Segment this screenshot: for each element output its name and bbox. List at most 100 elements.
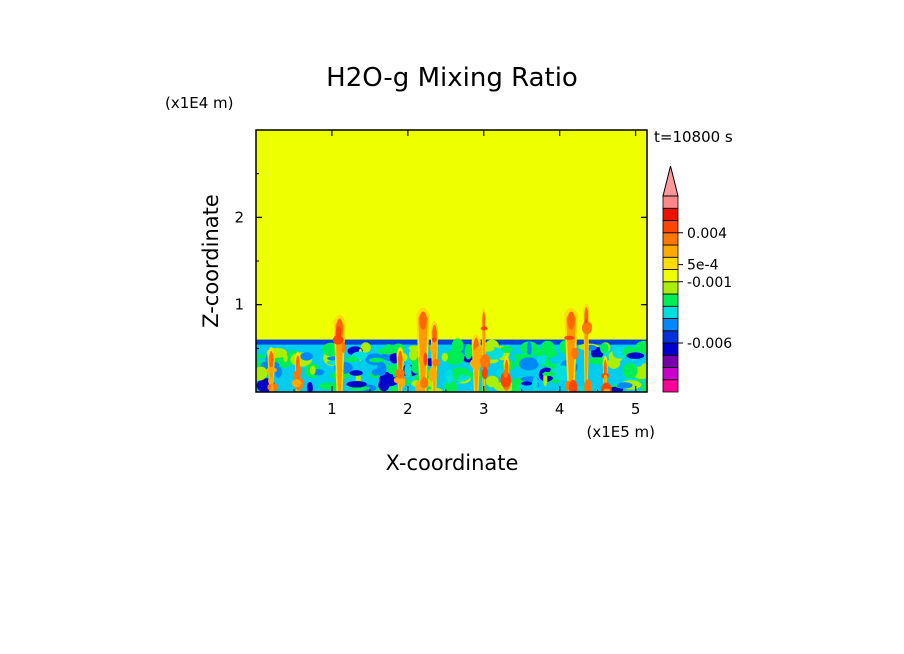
plume-detail bbox=[571, 347, 579, 360]
plume-detail bbox=[429, 342, 438, 354]
plumes bbox=[266, 303, 612, 392]
plume-detail bbox=[431, 337, 437, 342]
plume bbox=[479, 307, 491, 392]
turbulence-cell bbox=[345, 356, 359, 363]
x-tick-label: 5 bbox=[631, 400, 641, 418]
boundary-layer bbox=[256, 338, 647, 392]
turbulence-cell bbox=[519, 357, 539, 371]
colorbar-cell bbox=[662, 281, 679, 295]
plume-detail bbox=[470, 359, 477, 368]
plume-detail bbox=[503, 368, 508, 379]
plume bbox=[470, 333, 485, 392]
turbulence-cell bbox=[540, 340, 555, 355]
plume-detail bbox=[480, 326, 488, 331]
y-axis-label: Z-coordinate bbox=[199, 194, 223, 328]
turbulence-cell bbox=[441, 352, 448, 362]
plume-detail bbox=[432, 359, 440, 367]
colorbar-label: 0.004 bbox=[687, 226, 727, 242]
plume bbox=[564, 307, 579, 392]
x-tick-label: 1 bbox=[327, 400, 337, 418]
turbulence-cell bbox=[256, 354, 267, 359]
x-tick-label: 4 bbox=[555, 400, 565, 418]
colorbar-cell bbox=[662, 367, 679, 381]
turbulence-cell bbox=[349, 370, 363, 376]
turbulence-cell bbox=[626, 352, 645, 359]
colorbar-cell bbox=[662, 195, 679, 209]
turbulence-cell bbox=[306, 381, 313, 392]
plume-detail bbox=[341, 342, 346, 353]
plume bbox=[500, 355, 511, 392]
x-axis-label: X-coordinate bbox=[386, 451, 519, 475]
plume-detail bbox=[500, 371, 511, 388]
turbulence-cell bbox=[552, 365, 571, 381]
turbulence-cell bbox=[300, 352, 313, 361]
plume-detail bbox=[584, 322, 593, 330]
plume-detail bbox=[266, 367, 277, 374]
boundary-layer-top-edge bbox=[256, 339, 647, 345]
plume-detail bbox=[420, 377, 429, 389]
turbulence-cell bbox=[444, 368, 454, 384]
plot-area bbox=[256, 130, 647, 392]
turbulence-cell bbox=[588, 357, 607, 365]
turbulence-cell bbox=[526, 341, 532, 356]
plume-detail bbox=[584, 379, 592, 392]
plume-detail bbox=[481, 366, 488, 380]
turbulence-cell bbox=[387, 364, 398, 375]
y-axis: 12 bbox=[234, 173, 647, 349]
plume-core bbox=[419, 311, 427, 330]
turbulence-cell bbox=[381, 374, 393, 380]
plume-detail bbox=[423, 352, 428, 366]
plume-detail bbox=[568, 379, 578, 392]
colorbar-label: 5e-4 bbox=[687, 258, 719, 274]
plume-detail bbox=[268, 376, 275, 385]
plume-detail bbox=[473, 346, 485, 360]
turbulence-cell bbox=[542, 371, 557, 376]
colorbar-cell bbox=[662, 293, 679, 307]
turbulence-cell bbox=[640, 363, 647, 379]
y-tick-label: 1 bbox=[234, 296, 244, 314]
plume-core bbox=[482, 311, 486, 330]
turbulence-cell bbox=[368, 357, 385, 363]
plume-mid bbox=[566, 312, 576, 392]
plume bbox=[600, 355, 612, 392]
turbulence-cell bbox=[346, 380, 367, 388]
colorbar-cell bbox=[662, 379, 679, 393]
turbulence-cell bbox=[545, 358, 551, 365]
turbulence-cell bbox=[256, 366, 268, 380]
plume bbox=[428, 320, 440, 392]
chart-title: H2O-g Mixing Ratio bbox=[326, 63, 578, 93]
turbulence-cell bbox=[500, 346, 513, 353]
colorbar-cell bbox=[662, 207, 679, 221]
turbulence-cell bbox=[622, 362, 638, 379]
turbulence-cell bbox=[444, 349, 465, 366]
plume-detail bbox=[428, 366, 438, 382]
turbulence-cell bbox=[521, 381, 533, 386]
plume-core bbox=[398, 350, 403, 369]
colorbar: 0.004 5e-4-0.001 -0.006 bbox=[662, 165, 732, 393]
y-unit-label: (x1E4 m) bbox=[165, 94, 234, 112]
plume-core bbox=[567, 311, 575, 330]
plume-detail bbox=[603, 388, 611, 392]
plume-mid bbox=[418, 312, 428, 392]
turbulence-cell bbox=[274, 365, 282, 378]
x-axis: 1 2 3 4 5 bbox=[293, 130, 641, 418]
turbulence-cell bbox=[642, 381, 647, 392]
turbulence-cell bbox=[360, 342, 371, 353]
turbulence-cell bbox=[452, 371, 460, 380]
colorbar-cell bbox=[662, 330, 679, 344]
plume-detail bbox=[291, 379, 302, 388]
turbulence-cell bbox=[512, 353, 534, 359]
plume-detail bbox=[564, 335, 575, 340]
turbulence-cell bbox=[536, 354, 548, 365]
plume bbox=[415, 307, 430, 392]
colorbar-cell bbox=[662, 244, 679, 258]
plume bbox=[332, 314, 346, 392]
plume-detail bbox=[296, 363, 301, 379]
plume-detail bbox=[418, 355, 423, 365]
turbulence-cell bbox=[309, 365, 316, 375]
colorbar-extend-arrow bbox=[662, 165, 679, 197]
plume bbox=[393, 346, 406, 392]
colorbar-cell bbox=[662, 305, 679, 319]
y-tick-label: 2 bbox=[234, 208, 244, 226]
plume-core bbox=[269, 350, 274, 369]
